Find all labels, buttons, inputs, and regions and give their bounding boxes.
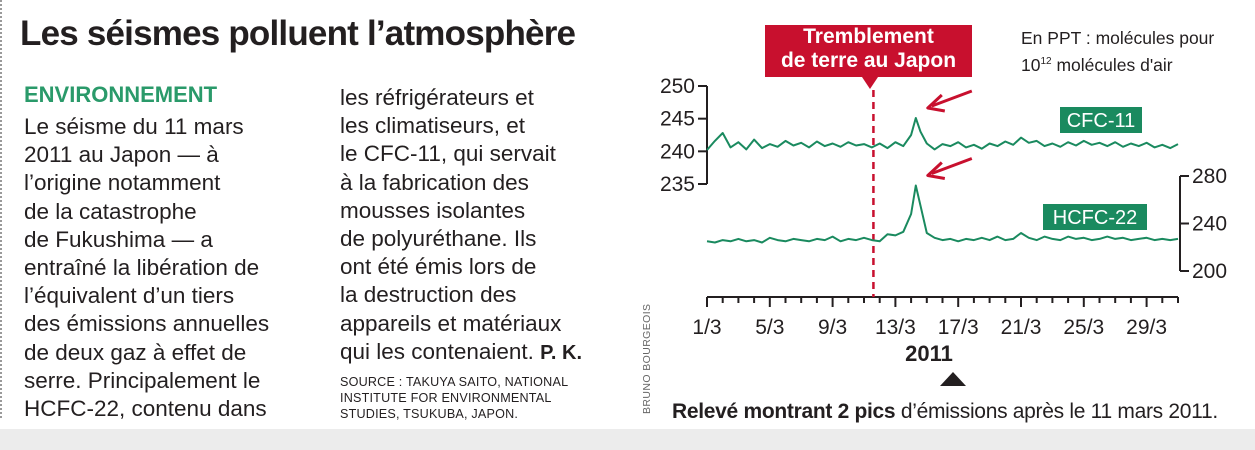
x-tick-label: 1/3 xyxy=(692,316,721,339)
left-y-tick-label: 240 xyxy=(660,140,695,163)
body-line: serre. Principalement le xyxy=(24,367,261,393)
x-tick-label: 17/3 xyxy=(938,316,979,339)
series-label-box xyxy=(1043,204,1147,230)
left-y-tick-label: 250 xyxy=(660,75,695,98)
body-line: l’équivalent d’un tiers xyxy=(24,283,235,309)
caption-bold: Relevé montrant 2 pics xyxy=(672,400,896,423)
unit-line-2: 1012 molécules d'air xyxy=(1021,50,1214,77)
right-y-tick-label: 200 xyxy=(1192,260,1227,283)
body-line: entraîné la libération de xyxy=(24,255,260,281)
series-label-box xyxy=(1060,107,1142,133)
body-line: de polyuréthane. Ils xyxy=(340,226,537,252)
body-line: la destruction des xyxy=(340,282,517,308)
body-line: l’origine notamment xyxy=(24,170,221,196)
body-column-1: Le séisme du 11 mars 2011 au Japon — à l… xyxy=(24,113,324,423)
body-line: Le séisme du 11 mars xyxy=(24,114,244,139)
right-y-tick-label: 240 xyxy=(1192,213,1227,236)
x-tick-label: 13/3 xyxy=(875,316,916,339)
peak-arrow-shaft xyxy=(931,157,973,175)
series-label: HCFC-22 xyxy=(1053,207,1137,229)
body-column-2: les réfrigérateurs et les climatiseurs, … xyxy=(340,84,630,367)
left-y-tick-label: 235 xyxy=(660,173,695,196)
earthquake-label-line: de terre au Japon xyxy=(780,49,957,72)
unit-line-1: En PPT : molécules pour xyxy=(1021,28,1215,48)
x-tick-label: 5/3 xyxy=(755,316,784,339)
bottom-band xyxy=(0,429,1255,450)
source-line: SOURCE : TAKUYA SAITO, NATIONAL xyxy=(340,375,569,389)
unit-base: 10 xyxy=(1021,55,1041,75)
article-title: Les séismes polluent l’atmosphère xyxy=(20,14,576,53)
body-line: de deux gaz à effet de xyxy=(24,339,247,365)
body-line: de la catastrophe xyxy=(24,198,197,224)
x-tick-label: 9/3 xyxy=(818,316,847,339)
body-line: le CFC-11, qui servait xyxy=(340,141,556,167)
earthquake-label-line: Tremblement xyxy=(803,25,934,48)
earthquake-label-pointer xyxy=(862,77,878,89)
body-line: ont été émis lors de xyxy=(340,254,537,280)
x-tick-label: 25/3 xyxy=(1063,316,1104,339)
x-tick-label: 21/3 xyxy=(1001,316,1042,339)
peak-arrow-shaft xyxy=(931,89,973,108)
body-line: 2011 au Japon — à xyxy=(24,142,219,168)
dotted-separator xyxy=(0,0,2,418)
series-line-cfc-11 xyxy=(706,117,1179,151)
peak-arrow-head xyxy=(926,161,946,180)
body-line: à la fabrication des xyxy=(340,169,529,195)
unit-exponent: 12 xyxy=(1040,56,1052,67)
section-kicker: ENVIRONNEMENT xyxy=(24,82,218,107)
body-line: qui les contenaient. xyxy=(340,338,534,364)
x-axis-year: 2011 xyxy=(905,341,953,366)
caption-rest: d’émissions après le 11 mars 2011. xyxy=(895,400,1218,423)
x-tick-label: 29/3 xyxy=(1126,316,1167,339)
year-pointer xyxy=(940,372,966,386)
unit-rest: molécules d'air xyxy=(1051,55,1173,75)
body-last-line: qui les contenaient. P. K. xyxy=(340,338,630,367)
body-line: les climatiseurs, et xyxy=(340,113,526,139)
body-line: les réfrigérateurs et xyxy=(340,85,534,110)
body-line: HCFC-22, contenu dans xyxy=(24,396,267,422)
unit-note: En PPT : molécules pour 1012 molécules d… xyxy=(1021,26,1214,77)
body-line: mousses isolantes xyxy=(340,197,526,223)
left-y-tick-label: 245 xyxy=(660,108,695,131)
series-label: CFC-11 xyxy=(1067,110,1136,132)
source-note: SOURCE : TAKUYA SAITO, NATIONAL INSTITUT… xyxy=(340,374,620,422)
right-y-tick-label: 280 xyxy=(1192,165,1227,188)
author-signature: P. K. xyxy=(540,341,583,364)
body-line: appareils et matériaux xyxy=(340,310,562,336)
earthquake-label: Tremblement de terre au Japon xyxy=(765,25,972,77)
series-line-hcfc-22 xyxy=(706,184,1179,244)
chart-caption: Relevé montrant 2 pics d’émissions après… xyxy=(672,400,1218,424)
source-line: STUDIES, TSUKUBA, JAPON. xyxy=(340,407,519,421)
body-line: des émissions annuelles xyxy=(24,311,270,337)
source-line: INSTITUTE FOR ENVIRONMENTAL xyxy=(340,391,552,405)
body-line: de Fukushima — a xyxy=(24,226,213,252)
peak-arrow-head xyxy=(926,93,946,113)
